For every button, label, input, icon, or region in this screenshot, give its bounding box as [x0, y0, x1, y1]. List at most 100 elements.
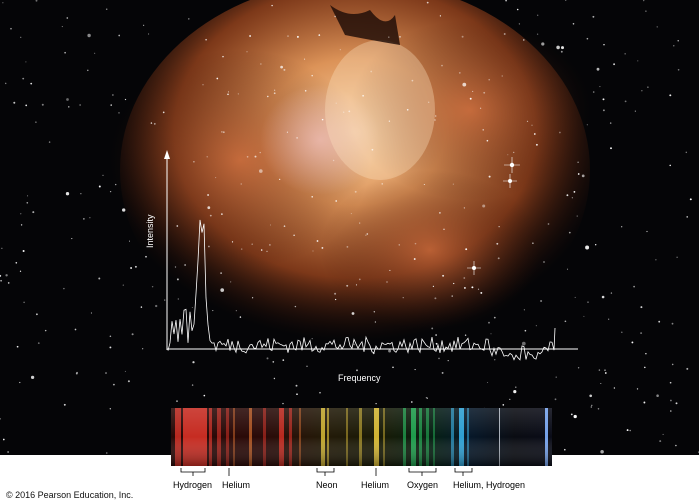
star: [249, 35, 252, 37]
star: [477, 288, 480, 290]
star: [554, 398, 557, 401]
star: [523, 309, 525, 311]
star: [20, 224, 23, 226]
star: [644, 366, 646, 369]
star: [348, 110, 351, 113]
star: [295, 384, 298, 387]
star: [441, 371, 444, 374]
star: [583, 315, 585, 317]
star: [41, 103, 44, 106]
star: [662, 433, 664, 435]
star: [603, 44, 605, 46]
star: [216, 77, 219, 80]
star: [671, 322, 674, 325]
star: [22, 249, 25, 253]
star: [411, 79, 414, 82]
star: [220, 272, 222, 274]
star: [576, 215, 578, 217]
star: [122, 284, 124, 286]
dark-dust-lane: [330, 5, 400, 45]
star: [5, 274, 8, 277]
star: [626, 429, 629, 432]
star: [37, 342, 40, 344]
star: [124, 370, 126, 372]
star: [112, 383, 115, 386]
nebula-wisp-right: [350, 20, 590, 200]
star: [677, 40, 679, 42]
star: [431, 327, 434, 330]
star: [518, 23, 521, 25]
star: [105, 8, 108, 10]
star: [191, 384, 194, 386]
star: [570, 413, 573, 416]
star: [502, 404, 505, 406]
star: [645, 352, 647, 355]
star: [488, 78, 491, 81]
star: [442, 274, 445, 277]
star: [671, 363, 674, 366]
star: [564, 448, 566, 451]
star: [353, 343, 356, 346]
star: [586, 124, 588, 126]
star: [89, 217, 91, 219]
star: [1, 247, 3, 249]
star: [488, 175, 491, 178]
star: [98, 185, 101, 188]
star: [451, 295, 453, 297]
star: [636, 388, 639, 390]
star: [155, 304, 158, 308]
star: [365, 234, 367, 236]
star: [689, 198, 692, 201]
star: [655, 259, 657, 261]
star: [61, 26, 63, 28]
star: [610, 147, 612, 150]
star: [464, 334, 467, 336]
star: [645, 10, 647, 12]
star: [207, 206, 211, 210]
label-hydrogen: Hydrogen: [173, 480, 213, 490]
star: [488, 321, 490, 324]
star: [471, 286, 474, 289]
star: [634, 110, 636, 112]
star: [434, 119, 436, 121]
star: [312, 250, 314, 252]
star: [547, 223, 550, 225]
star: [148, 33, 150, 35]
star: [426, 397, 428, 399]
star: [513, 390, 517, 394]
star: [286, 131, 288, 133]
star: [443, 228, 445, 231]
star: [239, 316, 242, 318]
star: [659, 440, 662, 443]
star: [388, 349, 392, 353]
star: [260, 249, 263, 251]
star: [334, 15, 336, 18]
star: [577, 367, 580, 369]
star: [561, 46, 564, 50]
star: [592, 15, 595, 18]
star: [202, 84, 204, 86]
star: [90, 312, 92, 314]
nebula-pink-region: [260, 85, 380, 195]
star: [176, 278, 179, 281]
star: [498, 226, 500, 228]
star: [66, 98, 69, 101]
star: [571, 197, 573, 199]
star: [134, 265, 137, 268]
star: [63, 403, 66, 406]
star: [206, 156, 208, 158]
star: [629, 429, 631, 432]
star: [311, 337, 313, 340]
star: [246, 51, 248, 53]
star: [174, 266, 177, 268]
star: [106, 452, 108, 454]
star: [602, 98, 605, 101]
star: [230, 281, 232, 283]
star: [643, 401, 646, 404]
star: [624, 100, 627, 103]
star: [389, 269, 391, 271]
star: [109, 335, 112, 337]
intensity-trace: [167, 219, 556, 361]
star: [240, 248, 243, 250]
star: [269, 224, 272, 226]
